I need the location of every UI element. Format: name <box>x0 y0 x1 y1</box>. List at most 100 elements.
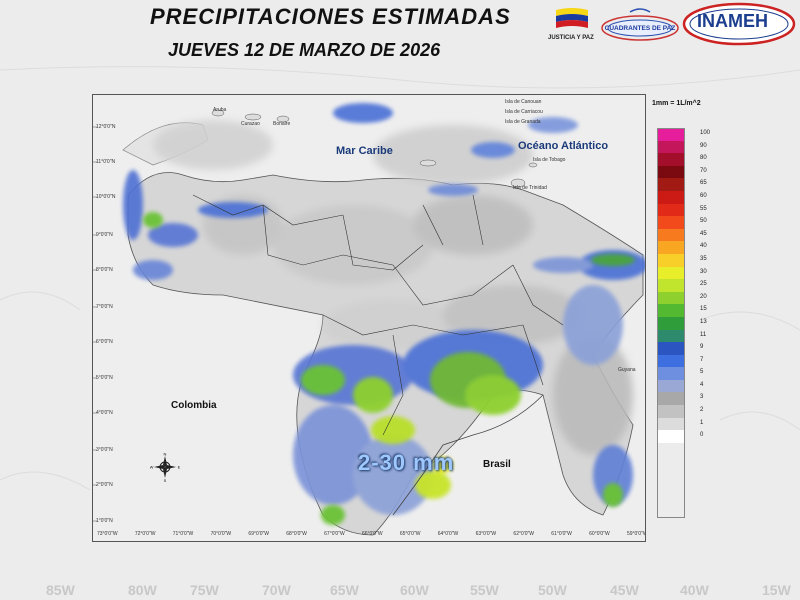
legend-value: 11 <box>700 331 707 338</box>
island-label-curazao: Curazao <box>241 121 260 127</box>
latitude-label: 7°0'0"N <box>96 304 113 310</box>
legend-swatch <box>657 140 685 154</box>
legend-swatch <box>657 430 685 443</box>
latitude-label: 10°0'0"N <box>96 194 116 200</box>
latitude-label: 4°0'0"N <box>96 410 113 416</box>
legend-row: 4 <box>657 379 703 393</box>
latitude-label: 9°0'0"N <box>96 232 113 238</box>
legend-row: 5 <box>657 367 703 380</box>
footer-tick-label: 70W <box>262 582 291 598</box>
legend-value: 70 <box>700 167 707 174</box>
legend-swatch <box>657 354 685 368</box>
legend-swatch <box>657 329 685 343</box>
legend-swatch <box>657 216 685 229</box>
footer-tick-label: 15W <box>762 582 791 598</box>
legend-swatch <box>657 367 685 380</box>
legend-swatch <box>657 253 685 267</box>
legend-value: 4 <box>700 381 704 388</box>
footer-tick-label: 60W <box>400 582 429 598</box>
legend-row: 65 <box>657 178 707 191</box>
island-label-trinidad: Isla de Trinidad <box>513 185 547 191</box>
legend-swatch <box>657 266 685 280</box>
legend-swatch <box>657 178 685 191</box>
legend-swatch <box>657 241 685 254</box>
longitude-label: 71°0'0"W <box>172 531 194 537</box>
latitude-label: 5°0'0"N <box>96 375 113 381</box>
cuadrantes-logo-text: CUADRANTES DE PAZ <box>605 25 676 32</box>
legend-row: 7 <box>657 354 703 368</box>
legend-row: 2 <box>657 405 703 418</box>
latitude-label: 1°0'0"N <box>96 518 113 524</box>
legend-swatch <box>657 304 685 317</box>
longitude-label: 72°0'0"W <box>134 531 156 537</box>
compass-w: W <box>150 465 154 470</box>
island-label-canouan: Isla de Canouan <box>505 99 542 105</box>
legend-value: 2 <box>700 407 704 414</box>
legend-swatch <box>657 128 685 141</box>
legend-value: 15 <box>700 306 707 313</box>
longitude-label: 59°0'0"W <box>627 531 646 537</box>
legend-row: 15 <box>657 304 707 317</box>
legend-row: 0 <box>657 430 703 443</box>
legend-swatch <box>657 153 685 166</box>
legend-swatch <box>657 165 685 179</box>
legend-value: 5 <box>700 369 704 376</box>
legend-row: 30 <box>657 266 707 280</box>
legend-row: 11 <box>657 329 706 343</box>
legend-value: 40 <box>700 243 707 250</box>
island-label-aruba: Aruba <box>213 107 227 113</box>
longitude-label: 62°0'0"W <box>513 531 534 537</box>
island-label-tobago: Isla de Tobago <box>533 157 566 163</box>
legend-value: 35 <box>700 255 707 262</box>
footer-tick-label: 80W <box>128 582 157 598</box>
page-title: PRECIPITACIONES ESTIMADAS <box>150 4 511 29</box>
legend-swatch <box>657 379 685 393</box>
legend-row: 13 <box>657 316 707 330</box>
inameh-logo-text: INAMEH <box>697 11 768 31</box>
precipitation-map: Isla de Canouan Isla de Carriacou Isla d… <box>92 94 646 542</box>
legend-row: 3 <box>657 392 703 406</box>
country-label-brasil: Brasil <box>483 459 511 470</box>
legend-swatch <box>657 228 685 242</box>
legend-value: 90 <box>700 142 707 149</box>
legend-row: 100 <box>657 128 710 141</box>
legend-value: 80 <box>700 155 707 162</box>
legend-value: 30 <box>700 268 707 275</box>
venezuela-flag-logo <box>556 8 588 28</box>
longitude-label: 66°0'0"W <box>362 531 383 537</box>
legend-swatch <box>657 316 685 330</box>
legend-value: 3 <box>700 394 704 401</box>
sea-label-caribe: Mar Caribe <box>336 145 393 157</box>
legend-value: 50 <box>700 218 707 225</box>
longitude-label: 60°0'0"W <box>589 531 610 537</box>
latitude-label: 2°0'0"N <box>96 482 113 488</box>
legend-value: 13 <box>700 318 707 325</box>
legend-swatch <box>657 342 685 355</box>
longitude-label: 61°0'0"W <box>551 531 572 537</box>
legend-row: 20 <box>657 291 707 305</box>
footer-tick-label: 50W <box>538 582 567 598</box>
legend-swatch <box>657 203 685 217</box>
island-label-bonaire: Bonaire <box>273 121 291 127</box>
longitude-label: 67°0'0"W <box>324 531 345 537</box>
legend-swatch <box>657 279 685 292</box>
legend-row: 35 <box>657 253 707 267</box>
island-label-granada: Isla de Granada <box>505 119 541 125</box>
legend-swatch <box>657 405 685 418</box>
legend-value: 65 <box>700 180 707 187</box>
legend-value: 9 <box>700 344 704 351</box>
rainfall-range-label: 2-30 mm <box>358 450 455 475</box>
legend-row: 55 <box>657 203 707 217</box>
legend-row: 25 <box>657 279 707 292</box>
legend-swatch <box>657 190 685 204</box>
compass-s: S <box>164 478 167 482</box>
precipitation-legend: 100 90 80 70 65 60 55 50 45 40 35 30 25 20 15 13 11 9 7 5 4 3… <box>657 128 710 443</box>
legend-row: 60 <box>657 190 707 204</box>
footer-tick-label: 85W <box>46 582 75 598</box>
legend-swatch <box>657 417 685 431</box>
legend-value: 55 <box>700 205 707 212</box>
legend-row: 50 <box>657 216 707 229</box>
legend-row: 9 <box>657 342 703 355</box>
compass-n: N <box>164 452 167 457</box>
